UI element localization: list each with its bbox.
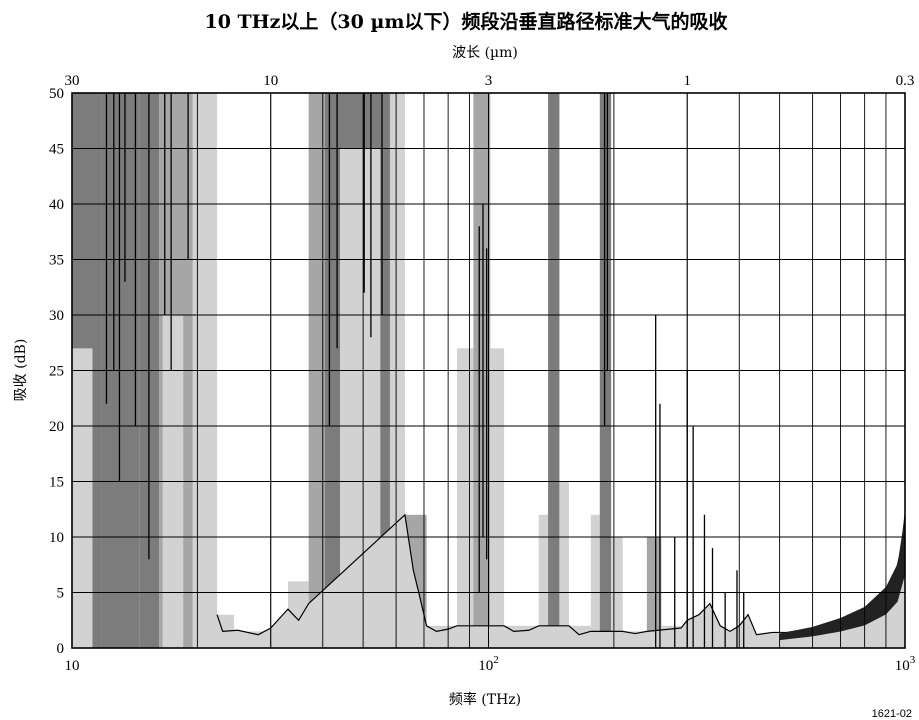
x-tick-label: 102 <box>478 654 499 674</box>
x-tick-base: 10 <box>65 658 80 674</box>
x-tick-exponent: 2 <box>493 654 499 666</box>
wavelength-tick-labels: 30 10 3 1 0.3 <box>65 73 915 89</box>
y-tick-label: 20 <box>49 419 64 435</box>
wavelength-tick-label: 3 <box>485 73 493 89</box>
x-tick-label: 10 <box>65 658 80 674</box>
absorption-band <box>72 348 93 648</box>
y-tick-label: 10 <box>49 530 64 546</box>
y-axis-label: 吸收 (dB) <box>13 339 29 402</box>
wavelength-tick-label: 1 <box>683 73 691 89</box>
absorption-band <box>559 481 569 648</box>
y-tick-labels: 0 5 10 15 20 25 30 35 40 45 50 <box>49 86 64 657</box>
wavelength-tick-label: 30 <box>65 73 80 89</box>
x-tick-labels: 10 102 103 <box>65 654 916 674</box>
wavelength-tick-label: 0.3 <box>896 73 915 89</box>
y-tick-label: 5 <box>57 586 65 602</box>
y-tick-label: 30 <box>49 308 64 324</box>
wavelength-axis-label: 波长 (µm) <box>452 45 518 61</box>
y-tick-label: 50 <box>49 86 64 102</box>
y-tick-label: 45 <box>49 142 64 158</box>
y-tick-label: 40 <box>49 197 64 213</box>
absorption-band <box>456 348 474 648</box>
x-tick-base: 10 <box>478 658 493 674</box>
x-tick-base: 10 <box>895 658 910 674</box>
y-tick-label: 35 <box>49 253 64 269</box>
figure-number: 1621-02 <box>872 708 912 720</box>
absorption-band <box>590 514 600 648</box>
plot-frame <box>71 92 906 649</box>
x-tick-label: 103 <box>895 654 916 674</box>
y-tick-label: 0 <box>57 641 65 657</box>
x-tick-exponent: 3 <box>910 654 916 666</box>
y-tick-label: 15 <box>49 475 64 491</box>
x-axis-label: 频率 (THz) <box>449 691 521 708</box>
window-envelope-area <box>217 514 905 648</box>
trend-band <box>779 514 905 641</box>
absorption-band <box>490 348 505 648</box>
wavelength-tick-label: 10 <box>263 73 278 89</box>
plot-area <box>71 92 906 649</box>
absorption-band <box>538 514 549 648</box>
chart-title: 10 THz以上（30 µm以下）频段沿垂直路径标准大气的吸收 <box>204 10 727 33</box>
y-tick-label: 25 <box>49 364 64 380</box>
